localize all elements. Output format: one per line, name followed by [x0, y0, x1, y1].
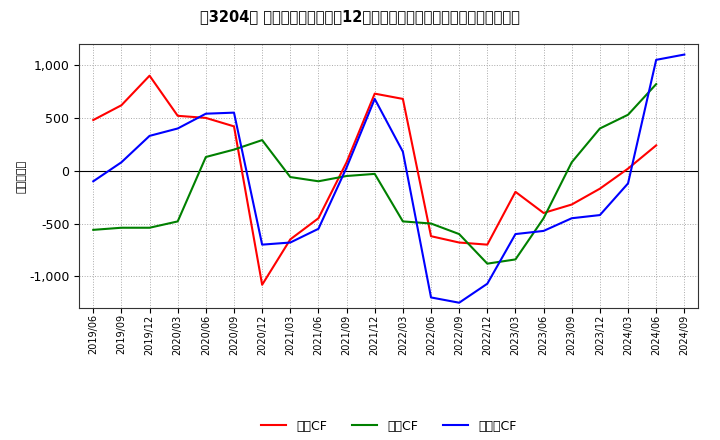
営業CF — [652, 143, 660, 148]
フリーCF — [258, 242, 266, 247]
営業CF — [624, 166, 632, 171]
営業CF — [202, 115, 210, 121]
投資CF — [652, 81, 660, 87]
フリーCF — [483, 281, 492, 286]
フリーCF — [595, 213, 604, 218]
フリーCF — [117, 160, 126, 165]
営業CF — [286, 237, 294, 242]
営業CF — [89, 117, 98, 123]
投資CF — [314, 179, 323, 184]
営業CF — [595, 186, 604, 191]
営業CF — [117, 103, 126, 108]
フリーCF — [399, 149, 408, 154]
営業CF — [314, 216, 323, 221]
投資CF — [427, 221, 436, 226]
Legend: 営業CF, 投資CF, フリーCF: 営業CF, 投資CF, フリーCF — [256, 414, 521, 437]
フリーCF — [202, 111, 210, 116]
営業CF — [399, 96, 408, 102]
Text: ［3204］ キャッシュフローの12か月移動合計の対前年同期増減額の推移: ［3204］ キャッシュフローの12か月移動合計の対前年同期増減額の推移 — [200, 9, 520, 24]
営業CF — [455, 240, 464, 245]
営業CF — [483, 242, 492, 247]
投資CF — [370, 171, 379, 176]
営業CF — [567, 202, 576, 207]
営業CF — [511, 189, 520, 194]
フリーCF — [680, 52, 688, 57]
投資CF — [89, 227, 98, 232]
フリーCF — [427, 295, 436, 300]
投資CF — [145, 225, 154, 231]
フリーCF — [89, 179, 98, 184]
投資CF — [511, 257, 520, 262]
フリーCF — [652, 57, 660, 62]
フリーCF — [539, 228, 548, 234]
営業CF — [230, 124, 238, 129]
営業CF — [145, 73, 154, 78]
Y-axis label: （百万円）: （百万円） — [17, 159, 27, 193]
投資CF — [258, 137, 266, 143]
フリーCF — [455, 300, 464, 305]
Line: 投資CF: 投資CF — [94, 84, 656, 264]
Line: フリーCF: フリーCF — [94, 55, 684, 303]
営業CF — [539, 210, 548, 216]
営業CF — [427, 234, 436, 239]
投資CF — [455, 231, 464, 237]
投資CF — [483, 261, 492, 266]
投資CF — [399, 219, 408, 224]
フリーCF — [511, 231, 520, 237]
投資CF — [117, 225, 126, 231]
フリーCF — [624, 181, 632, 186]
営業CF — [258, 282, 266, 287]
投資CF — [567, 160, 576, 165]
投資CF — [202, 154, 210, 160]
投資CF — [286, 174, 294, 180]
投資CF — [174, 219, 182, 224]
投資CF — [595, 126, 604, 131]
フリーCF — [286, 240, 294, 245]
フリーCF — [342, 165, 351, 170]
Line: 営業CF: 営業CF — [94, 76, 656, 285]
投資CF — [624, 112, 632, 117]
フリーCF — [145, 133, 154, 139]
フリーCF — [314, 226, 323, 231]
投資CF — [230, 147, 238, 152]
フリーCF — [567, 216, 576, 221]
投資CF — [539, 216, 548, 221]
営業CF — [342, 160, 351, 165]
フリーCF — [230, 110, 238, 115]
投資CF — [342, 173, 351, 179]
営業CF — [174, 113, 182, 118]
フリーCF — [174, 126, 182, 131]
営業CF — [370, 91, 379, 96]
フリーCF — [370, 96, 379, 102]
